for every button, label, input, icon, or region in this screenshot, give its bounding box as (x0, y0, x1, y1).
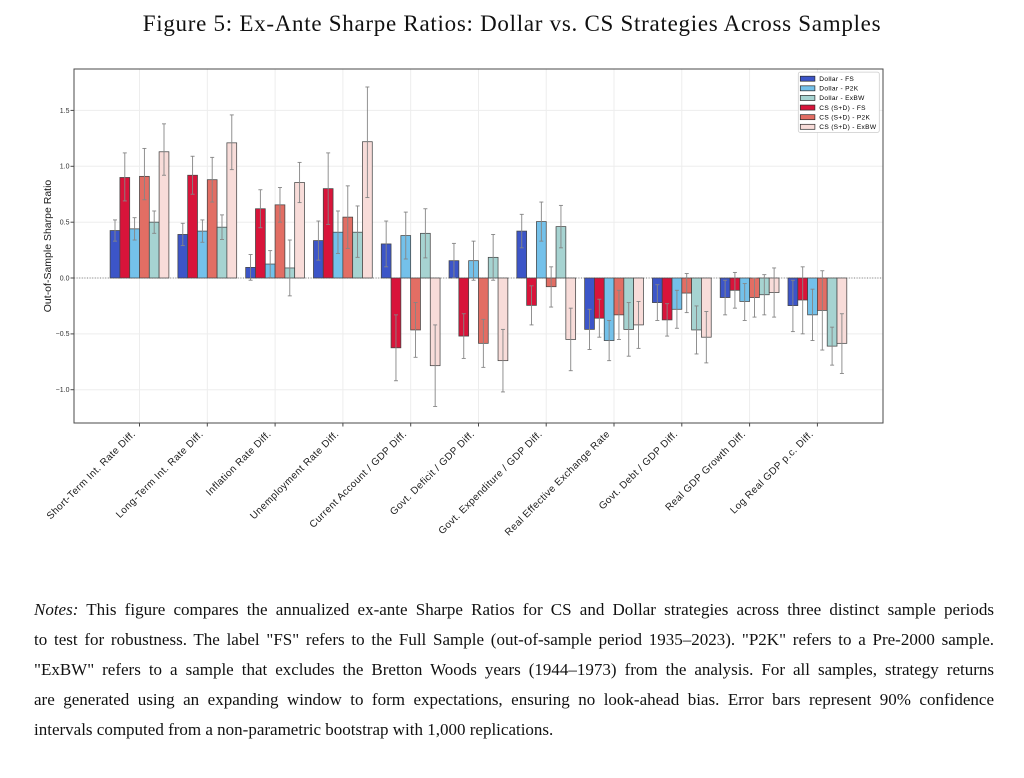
svg-text:0.5: 0.5 (60, 220, 70, 227)
svg-text:Govt. Debt / GDP Diff.: Govt. Debt / GDP Diff. (597, 429, 680, 512)
svg-text:Out-of-Sample Sharpe Ratio: Out-of-Sample Sharpe Ratio (42, 180, 54, 313)
svg-text:Dollar - P2K: Dollar - P2K (819, 86, 858, 93)
svg-text:Dollar - ExBW: Dollar - ExBW (819, 95, 865, 102)
svg-text:CS (S+D) - P2K: CS (S+D) - P2K (819, 114, 870, 121)
svg-text:CS (S+D) - FS: CS (S+D) - FS (819, 105, 866, 112)
svg-text:0.0: 0.0 (60, 275, 70, 282)
svg-text:Dollar - FS: Dollar - FS (819, 76, 854, 83)
svg-text:−1.0: −1.0 (56, 387, 70, 394)
svg-text:1.5: 1.5 (60, 108, 70, 115)
svg-text:1.0: 1.0 (60, 164, 70, 171)
svg-text:Inflation Rate Diff.: Inflation Rate Diff. (204, 429, 274, 499)
svg-text:CS (S+D) - ExBW: CS (S+D) - ExBW (819, 124, 877, 131)
svg-text:−0.5: −0.5 (56, 331, 70, 338)
